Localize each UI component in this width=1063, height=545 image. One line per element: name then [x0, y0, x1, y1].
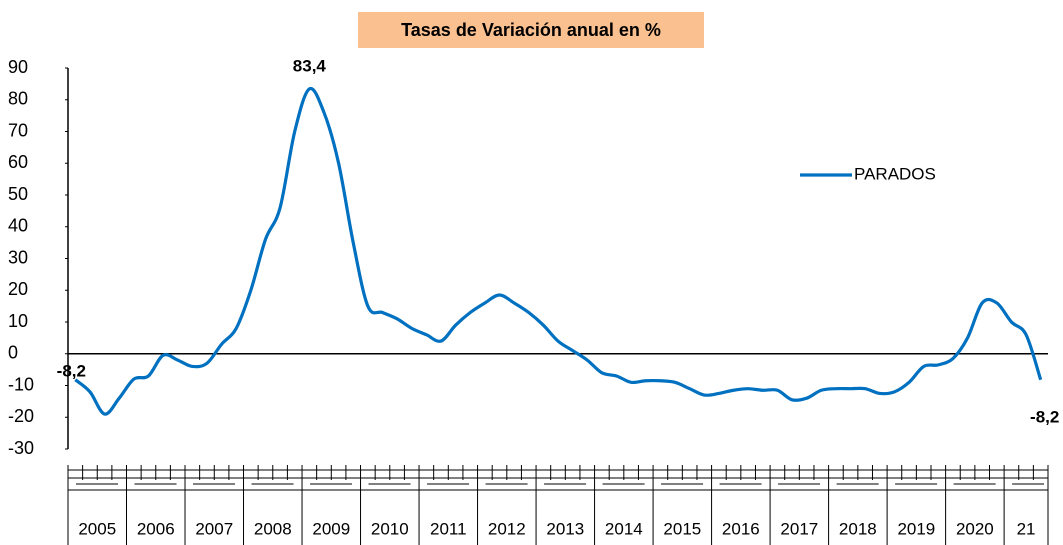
y-tick-label: -10	[8, 374, 34, 394]
x-category-label: 2015	[663, 519, 701, 538]
x-category-label: 2007	[195, 519, 233, 538]
x-category-label: 2009	[312, 519, 350, 538]
y-tick-label: 10	[8, 311, 28, 331]
y-tick-label: -20	[8, 406, 34, 426]
data-label: -8,2	[57, 361, 86, 380]
x-category-label: 2005	[78, 519, 116, 538]
x-category-label: 21	[1017, 519, 1036, 538]
y-tick-label: 80	[8, 89, 28, 109]
y-tick-label: 90	[8, 57, 28, 77]
y-tick-label: 0	[8, 343, 18, 363]
y-tick-label: 70	[8, 120, 28, 140]
x-category-label: 2014	[605, 519, 643, 538]
legend-label: PARADOS	[854, 164, 936, 183]
title-background	[358, 12, 704, 48]
x-category-label: 2006	[137, 519, 175, 538]
x-category-label: 2013	[546, 519, 584, 538]
y-tick-label: 40	[8, 216, 28, 236]
x-category-label: 2016	[722, 519, 760, 538]
data-line	[74, 86, 1043, 416]
y-tick-label: 30	[8, 247, 28, 267]
x-category-label: 2020	[956, 519, 994, 538]
data-label: 83,4	[293, 56, 327, 75]
data-label: -8,2	[1030, 407, 1059, 426]
x-category-label: 2010	[371, 519, 409, 538]
y-tick-label: 20	[8, 279, 28, 299]
x-category-label: 2019	[897, 519, 935, 538]
y-tick-label: -30	[8, 438, 34, 458]
x-category-label: 2018	[839, 519, 877, 538]
x-category-label: 2008	[254, 519, 292, 538]
y-tick-label: 60	[8, 152, 28, 172]
x-category-label: 2017	[780, 519, 818, 538]
chart-title: Tasas de Variación anual en %	[401, 20, 661, 40]
y-tick-label: 50	[8, 184, 28, 204]
x-category-label: 2011	[430, 519, 467, 538]
x-category-label: 2012	[488, 519, 526, 538]
